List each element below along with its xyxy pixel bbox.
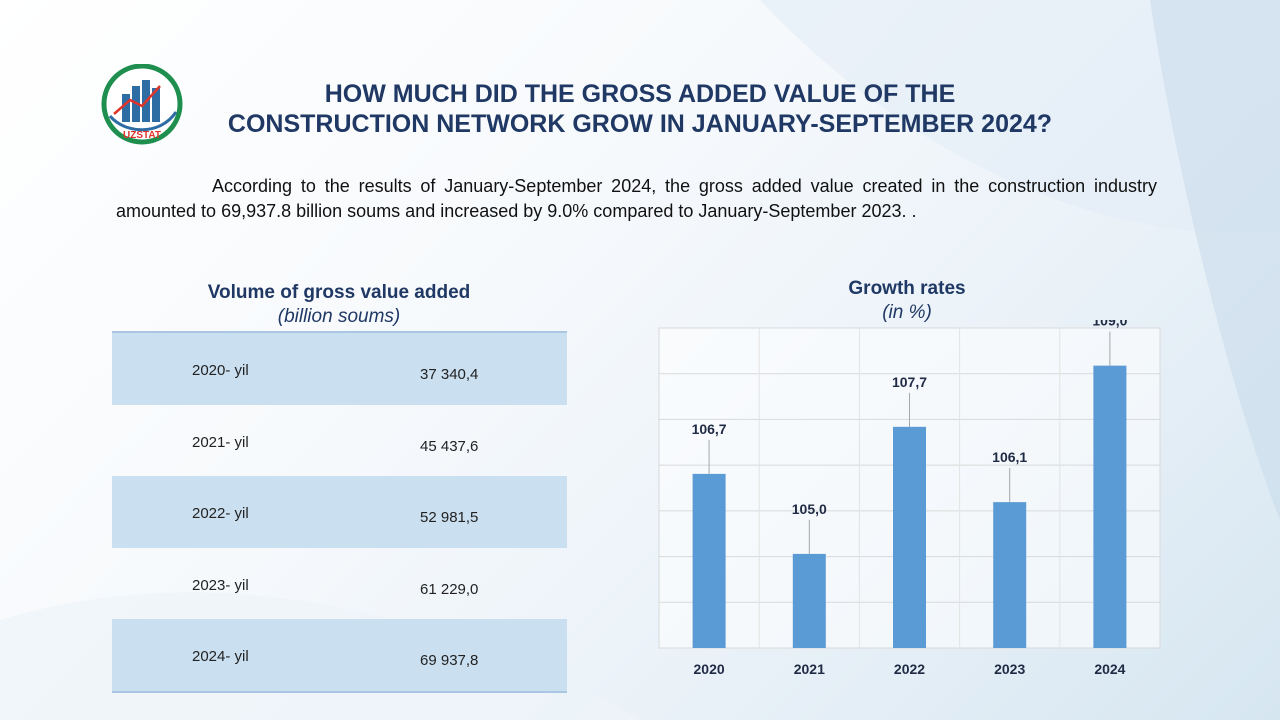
table-cell-value: 61 229,0 [420,580,479,598]
table-row: 2024- yil 69 937,8 [112,619,567,691]
intro-paragraph: According to the results of January-Sept… [116,176,1157,221]
chart-subtitle-text: (in %) [882,302,932,323]
table-title-text: Volume of gross value added [207,282,471,303]
growth-rates-bar-chart: 106,7 2020 105,0 2021 107,7 2022 106,1 2023 109,… [658,320,1161,677]
title-line-2: CONSTRUCTION NETWORK GROW IN JANUARY-SEP… [227,110,1053,138]
title-line-1: HOW MUCH DID THE GROSS ADDED VALUE OF TH… [324,80,956,108]
bar-2020 [692,473,726,648]
x-tick-label: 2021 [794,661,825,677]
table-row: 2022- yil 52 981,5 [112,476,567,548]
data-label: 105,0 [792,501,827,517]
table-row: 2020- yil 37 340,4 [112,333,567,405]
uzstat-logo: UZSTAT [101,64,183,145]
x-tick-label: 2020 [694,661,725,677]
table-cell-year: 2022- yil [192,505,249,522]
table-cell-year: 2021- yil [192,433,249,451]
data-label: 109,0 [1092,320,1127,329]
chart-title-text: Growth rates [848,278,966,299]
table-cell-value: 45 437,6 [420,437,479,455]
table-cell-year: 2023- yil [192,576,249,594]
gross-value-table: 2020- yil 37 340,4 2021- yil 45 437,6 20… [112,331,567,693]
logo-text: UZSTAT [123,130,161,141]
x-tick-label: 2024 [1094,661,1125,677]
table-cell-year: 2020- yil [192,362,249,379]
table-cell-value: 52 981,5 [420,509,479,526]
bar-2023 [993,502,1027,648]
data-label: 107,7 [892,374,927,390]
table-cell-value: 69 937,8 [420,652,479,669]
table-row: 2021- yil 45 437,6 [112,405,567,477]
x-tick-label: 2022 [894,661,925,677]
bar-2024 [1093,365,1127,648]
data-label: 106,7 [692,421,727,437]
table-row: 2023- yil 61 229,0 [112,548,567,620]
chart-title: Growth rates (in %) [757,277,1057,325]
bar-2021 [792,553,826,648]
page-title: HOW MUCH DID THE GROSS ADDED VALUE OF TH… [160,79,1120,139]
data-label: 106,1 [992,449,1027,465]
x-tick-label: 2023 [994,661,1025,677]
table-title: Volume of gross value added (billion sou… [112,281,566,329]
table-cell-value: 37 340,4 [420,366,479,383]
table-subtitle-text: (billion soums) [277,306,401,327]
table-cell-year: 2024- yil [192,648,249,665]
bar-2022 [893,426,926,648]
